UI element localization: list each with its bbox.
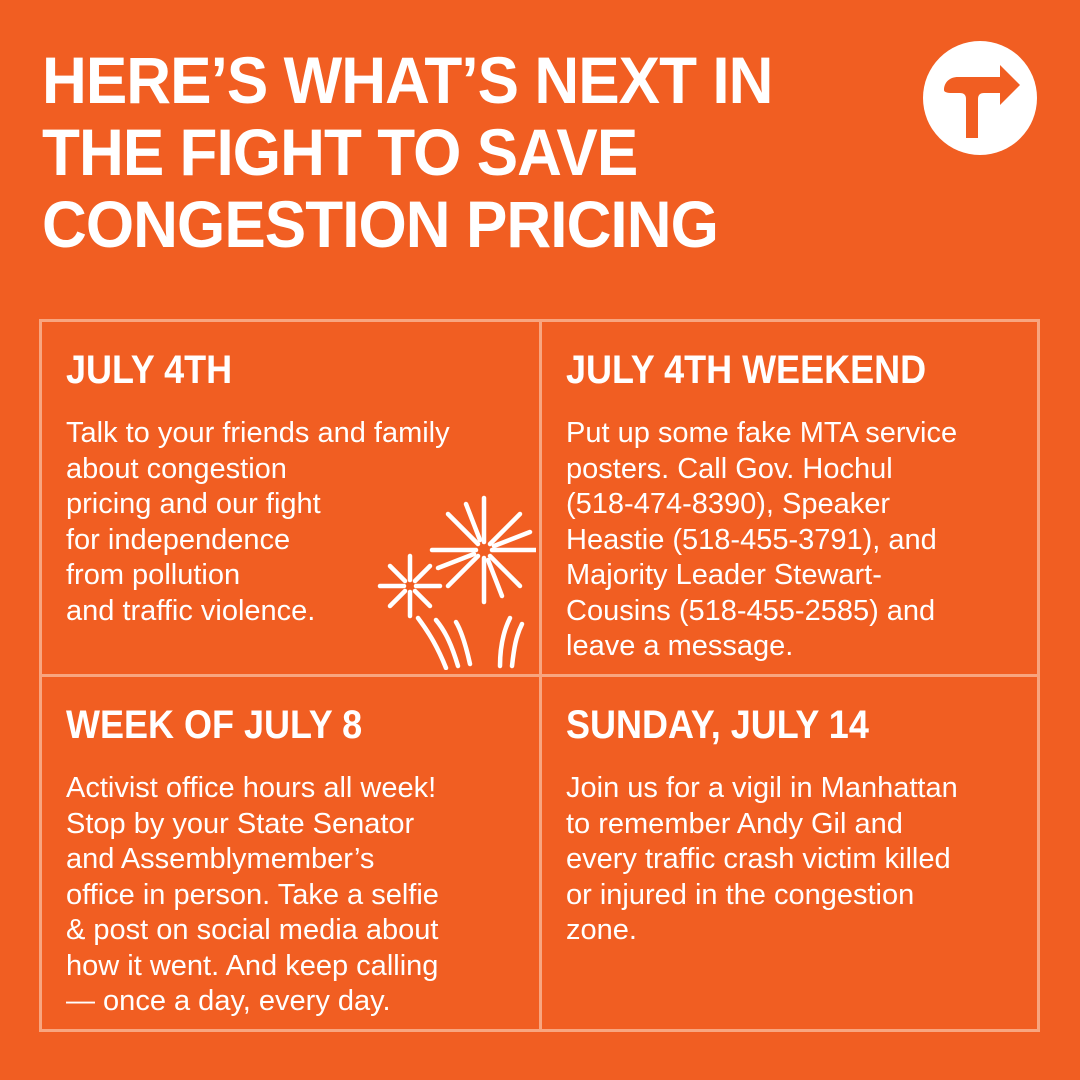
schedule-cell-july-4th-weekend: JULY 4TH WEEKEND Put up some fake MTA se… <box>542 322 1037 677</box>
body-line: Cousins (518-455-2585) and <box>566 594 936 627</box>
body-line: (518-474-8390), Speaker <box>566 488 891 520</box>
body-line: office in person. Take a selfie <box>66 878 439 911</box>
cell-title: JULY 4TH <box>66 348 233 392</box>
body-line: pricing and our fight <box>66 488 321 520</box>
headline: HERE’S WHAT’S NEXT IN THE FIGHT TO SAVE … <box>42 44 832 260</box>
cell-body: Join us for a vigil in Manhattan to reme… <box>566 771 1026 949</box>
body-line: — once a day, every day. <box>66 985 391 1017</box>
headline-line: HERE’S WHAT’S NEXT IN <box>42 43 773 117</box>
cell-title: SUNDAY, JULY 14 <box>566 703 869 747</box>
cell-body: Put up some fake MTA service posters. Ca… <box>566 416 1026 665</box>
fireworks-icon <box>377 495 536 670</box>
body-line: how it went. And keep calling <box>66 949 439 982</box>
body-line: Stop by your State Senator <box>66 807 415 840</box>
body-line: Put up some fake MTA service <box>566 417 958 449</box>
body-line: to remember Andy Gil and <box>566 807 903 840</box>
body-line: posters. Call Gov. Hochul <box>566 452 893 485</box>
cell-title: JULY 4TH WEEKEND <box>566 348 927 392</box>
body-line: about congestion <box>66 452 287 485</box>
body-line: every traffic crash victim killed <box>566 843 951 875</box>
turn-right-arrow-icon <box>923 41 1037 155</box>
body-line: or injured in the congestion <box>566 878 915 911</box>
schedule-cell-july-4th: JULY 4TH Talk to your friends and family… <box>42 322 542 677</box>
cell-body: Talk to your friends and family about co… <box>66 416 526 629</box>
schedule-cell-sunday-july-14: SUNDAY, JULY 14 Join us for a vigil in M… <box>542 677 1037 1029</box>
body-line: and Assemblymember’s <box>66 843 375 875</box>
body-line: from pollution <box>66 559 241 591</box>
body-line: and traffic violence. <box>66 594 316 627</box>
body-line: leave a message. <box>566 630 794 662</box>
body-line: Talk to your friends and family <box>66 417 450 449</box>
schedule-cell-week-of-july-8: WEEK OF JULY 8 Activist office hours all… <box>42 677 542 1029</box>
headline-line: CONGESTION PRICING <box>42 187 719 261</box>
cell-body: Activist office hours all week! Stop by … <box>66 771 526 1020</box>
headline-line: THE FIGHT TO SAVE <box>42 115 638 189</box>
body-line: Majority Leader Stewart- <box>566 559 882 591</box>
body-line: Activist office hours all week! <box>66 772 437 804</box>
cell-title: WEEK OF JULY 8 <box>66 703 363 747</box>
body-line: for independence <box>66 523 291 556</box>
body-line: Join us for a vigil in Manhattan <box>566 772 958 804</box>
schedule-grid: JULY 4TH Talk to your friends and family… <box>39 319 1040 1032</box>
body-line: & post on social media about <box>66 914 439 946</box>
body-line: Heastie (518-455-3791), and <box>566 523 937 556</box>
body-line: zone. <box>566 914 637 946</box>
